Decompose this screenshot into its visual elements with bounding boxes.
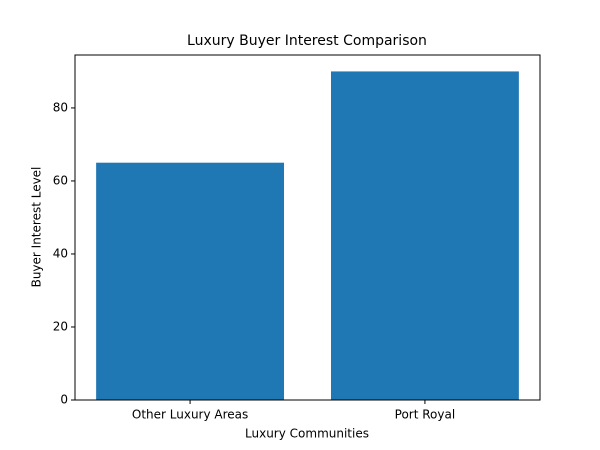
y-tick-label: 20 (53, 319, 68, 333)
y-tick-label: 0 (60, 393, 68, 407)
bar (96, 162, 285, 400)
plot-frame (74, 54, 541, 401)
y-tick-label: 80 (53, 100, 68, 114)
x-tick-label: Port Royal (395, 408, 456, 422)
x-axis-label: Luxury Communities (245, 427, 369, 441)
bar (330, 71, 519, 400)
y-tick-label: 40 (53, 246, 68, 260)
x-tick-label: Other Luxury Areas (132, 408, 248, 422)
chart-title: Luxury Buyer Interest Comparison (187, 33, 427, 49)
y-tick-label: 60 (53, 173, 68, 187)
y-axis-label: Buyer Interest Level (30, 167, 44, 288)
